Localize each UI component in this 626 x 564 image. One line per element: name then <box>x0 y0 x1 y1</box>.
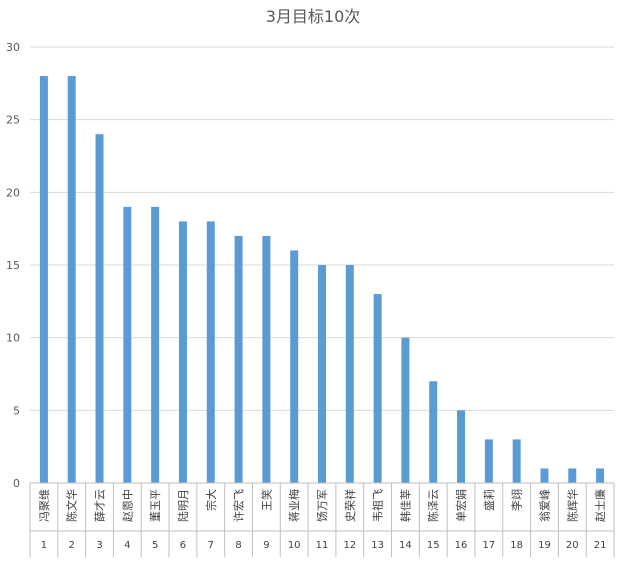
x-category-label: 翁爱峰 <box>537 489 551 522</box>
bar <box>234 235 243 483</box>
x-category-label: 陈文华 <box>65 489 79 522</box>
bars <box>39 76 605 484</box>
x-category-label: 薛才云 <box>93 489 107 522</box>
chart-title: 3月目标10次 <box>266 7 361 26</box>
x-category-label: 赵恩中 <box>120 489 134 522</box>
bar <box>290 250 299 483</box>
y-tick-label: 30 <box>6 41 20 54</box>
y-tick-label: 25 <box>6 114 20 127</box>
bar <box>596 468 605 483</box>
x-index-label: 10 <box>288 540 301 551</box>
y-tick-label: 15 <box>6 259 20 272</box>
y-tick-label: 20 <box>6 186 20 199</box>
bar <box>540 468 549 483</box>
bar <box>39 76 48 484</box>
x-category-label: 史荣祥 <box>343 489 357 522</box>
x-index-label: 5 <box>152 540 158 551</box>
y-tick-label: 0 <box>13 477 20 490</box>
bar <box>401 337 410 483</box>
x-category-label: 李翊 <box>510 489 524 511</box>
x-index-label: 12 <box>343 540 356 551</box>
bar <box>512 439 521 483</box>
x-axis: 冯聚维 1 陈文华 2 薛才云 3 赵恩中 4 董玉平 5 陆明月 6 宗大 7 许宏飞 8 王笑 9 蒋业梅 10 饧… <box>29 482 615 557</box>
x-index-label: 7 <box>208 540 214 551</box>
bar <box>345 265 354 483</box>
x-category-label: 赵士廉 <box>593 489 607 522</box>
x-category-label: 董玉平 <box>149 489 162 522</box>
x-category-label: 韦祖飞 <box>371 489 385 522</box>
x-category-label: 许宏飞 <box>232 489 246 522</box>
x-index-label: 1 <box>41 540 47 551</box>
x-category-label: 饧万军 <box>315 489 329 522</box>
x-index-label: 18 <box>510 540 523 551</box>
x-index-label: 8 <box>235 540 241 551</box>
x-index-label: 2 <box>69 540 75 551</box>
bar <box>373 294 382 483</box>
bar <box>178 221 187 483</box>
x-index-label: 21 <box>594 540 607 551</box>
y-tick-label: 10 <box>6 332 20 345</box>
x-category-label: 单宏娟 <box>454 489 468 522</box>
x-index-label: 4 <box>124 540 130 551</box>
x-index-label: 17 <box>482 540 495 551</box>
y-tick-label: 5 <box>13 404 20 417</box>
x-category-label: 陈辉华 <box>565 489 579 522</box>
bar <box>123 206 132 483</box>
bar <box>95 134 104 483</box>
x-index-label: 9 <box>263 540 269 551</box>
x-index-label: 14 <box>399 540 412 551</box>
bar <box>262 235 271 483</box>
x-index-label: 15 <box>427 540 440 551</box>
bar <box>318 265 326 483</box>
bar <box>206 221 215 483</box>
x-category-label: 盛莉 <box>482 489 496 511</box>
bar <box>457 410 466 483</box>
bar <box>67 76 76 484</box>
x-category-label: 宗大 <box>204 489 218 511</box>
x-index-label: 16 <box>455 540 468 551</box>
x-category-label: 陆明月 <box>176 489 190 522</box>
x-category-label: 韩佳莘 <box>398 489 412 522</box>
x-category-label: 王笑 <box>259 489 273 511</box>
x-index-label: 6 <box>180 540 186 551</box>
x-index-label: 19 <box>538 540 551 551</box>
bar <box>568 468 577 483</box>
bar <box>429 381 438 483</box>
x-index-label: 11 <box>316 540 329 551</box>
x-index-label: 20 <box>566 540 579 551</box>
y-axis-ticks: 0 5 10 15 20 25 30 <box>6 41 20 490</box>
x-category-label: 蒋业梅 <box>287 489 301 522</box>
x-category-label: 冯聚维 <box>38 489 51 522</box>
x-category-label: 陈泽云 <box>426 489 440 522</box>
bar <box>151 206 160 483</box>
x-index-label: 3 <box>96 540 102 551</box>
bar <box>484 439 493 483</box>
x-index-label: 13 <box>371 540 384 551</box>
